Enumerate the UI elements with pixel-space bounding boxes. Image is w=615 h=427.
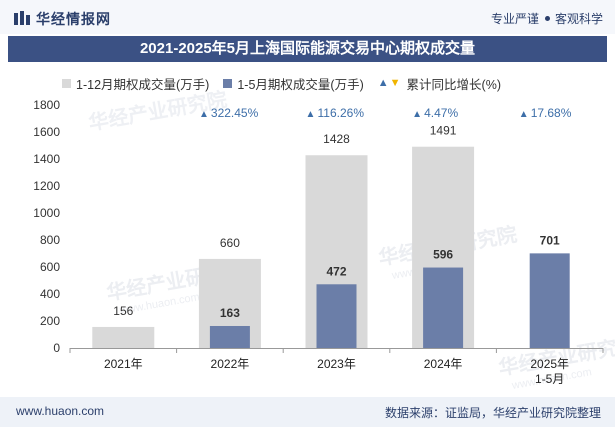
- bar-series2: [423, 267, 464, 348]
- data-label-series2: 472: [326, 264, 346, 278]
- legend-label-series2: 1-5月期权成交量(万手): [237, 77, 364, 92]
- legend-item-series1: 1-12月期权成交量(万手): [62, 74, 209, 93]
- bar-series2: [209, 325, 250, 348]
- y-tick-label: 800: [40, 233, 60, 247]
- y-tick-label: 600: [40, 260, 60, 274]
- legend-swatch-series2: [223, 78, 233, 88]
- footer-url: www.huaon.com: [16, 404, 105, 418]
- dot-icon: [544, 16, 550, 22]
- data-label-series1: 660: [220, 236, 240, 250]
- legend-swatch-series1: [62, 78, 71, 88]
- y-tick-label: 0: [53, 341, 60, 355]
- x-tick-label: 2025年: [530, 357, 569, 371]
- chart-legend: 1-12月期权成交量(万手) 1-5月期权成交量(万手) ▲ ▼ 累计同比增长(…: [62, 74, 515, 92]
- slogan-right: 客观科学: [554, 12, 603, 26]
- bar-series1: [92, 326, 155, 348]
- footer-source: 数据来源：证监局，华经产业研究院整理: [384, 406, 601, 420]
- chart-canvas: 华经产业研究院www.huaon.com华经产业研究院www.huaon.com…: [33, 87, 615, 392]
- data-label-series2: 163: [220, 306, 240, 320]
- top-bar: 华经情报网 专业严谨 客观科学: [0, 0, 615, 34]
- legend-item-series2: 1-5月期权成交量(万手): [223, 74, 364, 93]
- chart-title: 2021-2025年5月上海国际能源交易中心期权成交量: [8, 36, 607, 62]
- y-tick-label: 1800: [33, 98, 60, 112]
- y-tick-label: 1600: [33, 125, 60, 139]
- data-label-series2: 596: [433, 248, 453, 262]
- growth-up-icon: ▲: [412, 109, 422, 120]
- bar-series2: [316, 284, 357, 348]
- tagline: 专业严谨 客观科学: [491, 10, 603, 27]
- growth-up-icon: ▲: [199, 109, 209, 120]
- slogan-left: 专业严谨: [490, 12, 539, 26]
- data-label-series1: 1491: [430, 124, 457, 138]
- y-tick-label: 1000: [33, 206, 60, 220]
- y-tick-label: 1200: [33, 179, 60, 193]
- growth-label: 17.68%: [531, 106, 572, 120]
- y-tick-label: 400: [40, 287, 60, 301]
- growth-up-icon: ▲: [306, 109, 316, 120]
- brand-name: 华经情报网: [36, 11, 111, 27]
- data-label-series1: 1428: [323, 132, 350, 146]
- x-tick-label: 2021年: [104, 357, 143, 371]
- legend-item-growth: ▲ ▼ 累计同比增长(%): [378, 74, 501, 93]
- x-tick-label: 2022年: [211, 357, 250, 371]
- logo-icon: [14, 11, 30, 25]
- growth-label: 116.26%: [318, 106, 365, 120]
- y-tick-label: 1400: [33, 152, 60, 166]
- data-label-series2: 701: [540, 233, 560, 247]
- growth-label: 322.45%: [211, 106, 259, 120]
- growth-label: 4.47%: [424, 106, 458, 120]
- x-tick-label: 2023年: [317, 357, 356, 371]
- legend-label-growth: 累计同比增长(%): [406, 77, 501, 92]
- legend-label-series1: 1-12月期权成交量(万手): [76, 77, 210, 92]
- bar-series2: [529, 253, 570, 348]
- up-triangle-icon: ▲: [377, 77, 389, 89]
- x-tick-label: 1-5月: [535, 372, 564, 386]
- data-label-series1: 156: [113, 304, 133, 318]
- footer: www.huaon.com 数据来源：证监局，华经产业研究院整理: [0, 397, 615, 427]
- down-triangle-icon: ▼: [389, 77, 401, 89]
- y-tick-label: 200: [40, 314, 60, 328]
- x-tick-label: 2024年: [424, 357, 463, 371]
- growth-up-icon: ▲: [519, 109, 529, 120]
